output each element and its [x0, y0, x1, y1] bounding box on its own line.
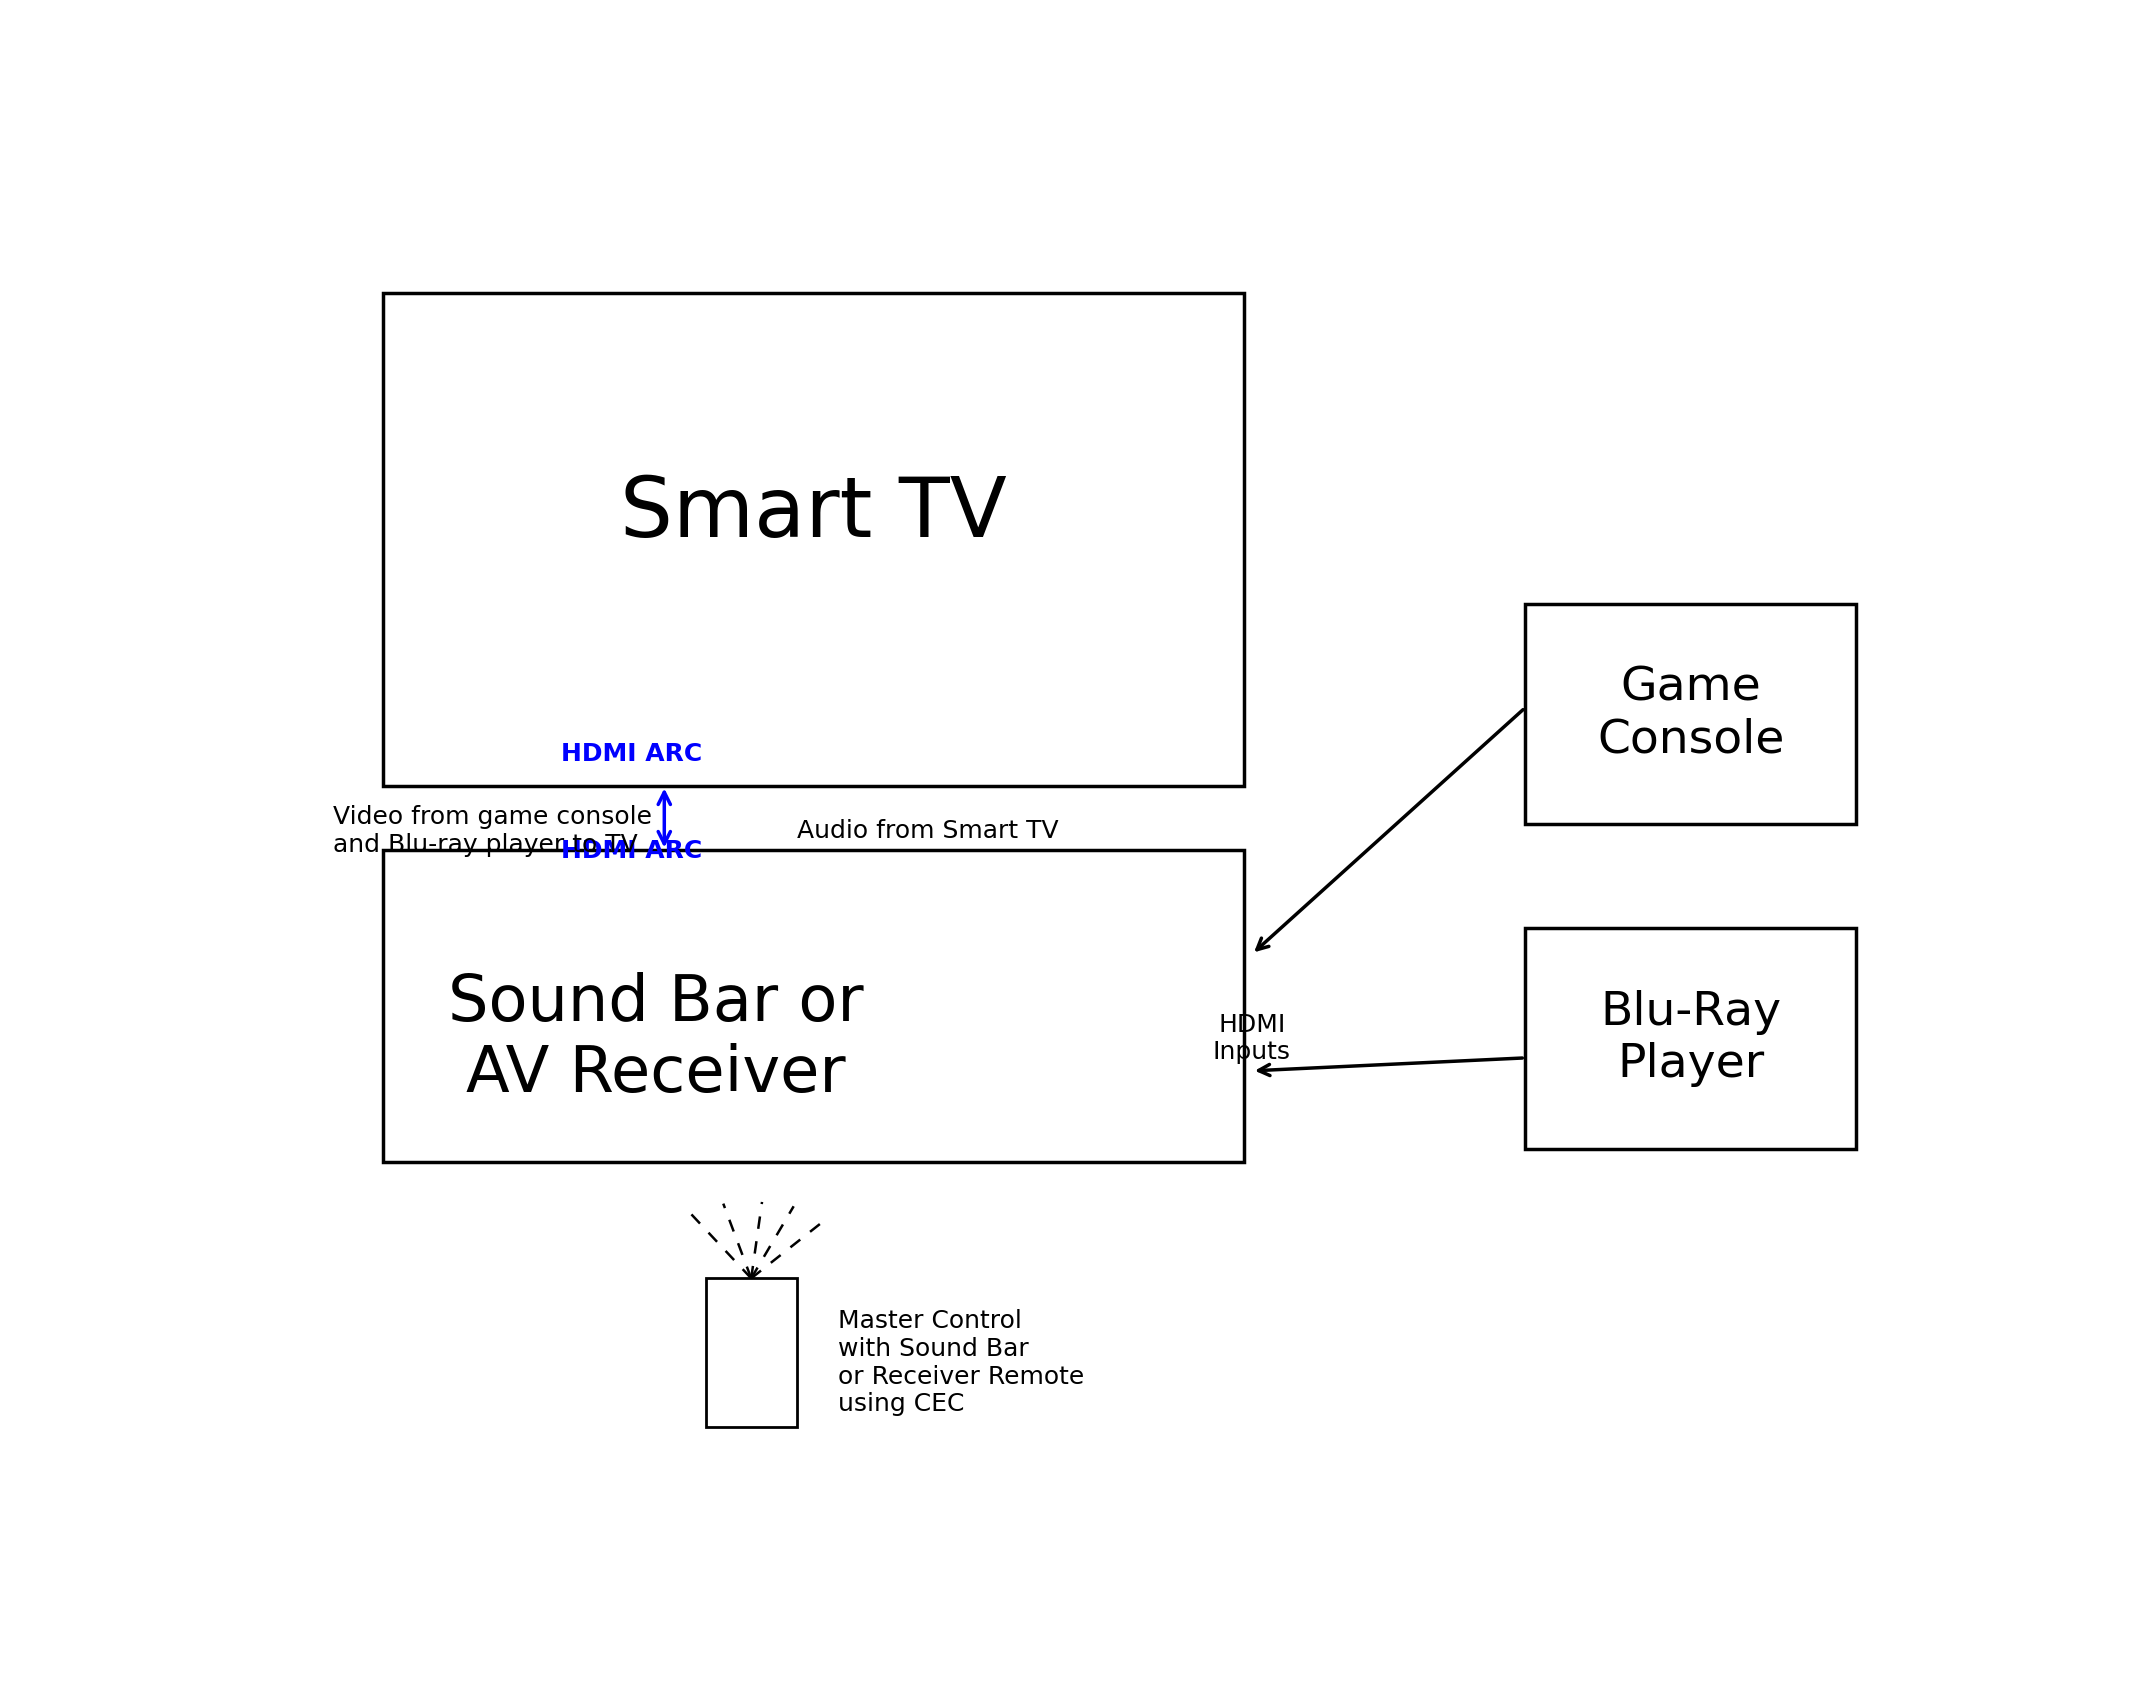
FancyBboxPatch shape	[382, 850, 1243, 1162]
Text: HDMI
Inputs: HDMI Inputs	[1213, 1012, 1290, 1064]
FancyBboxPatch shape	[382, 293, 1243, 785]
Text: HDMI ARC: HDMI ARC	[560, 743, 703, 766]
Text: Video from game console
and Blu-ray player to TV: Video from game console and Blu-ray play…	[333, 805, 651, 857]
Text: Blu-Ray
Player: Blu-Ray Player	[1600, 990, 1781, 1086]
FancyBboxPatch shape	[705, 1278, 797, 1428]
Text: HDMI ARC: HDMI ARC	[560, 839, 703, 864]
FancyBboxPatch shape	[1525, 605, 1856, 825]
Text: Sound Bar or
AV Receiver: Sound Bar or AV Receiver	[449, 972, 863, 1105]
Text: Audio from Smart TV: Audio from Smart TV	[797, 818, 1057, 844]
Text: Master Control
with Sound Bar
or Receiver Remote
using CEC: Master Control with Sound Bar or Receive…	[837, 1308, 1085, 1416]
FancyBboxPatch shape	[1525, 928, 1856, 1148]
Text: Smart TV: Smart TV	[619, 473, 1006, 554]
Text: Game
Console: Game Console	[1598, 665, 1784, 763]
